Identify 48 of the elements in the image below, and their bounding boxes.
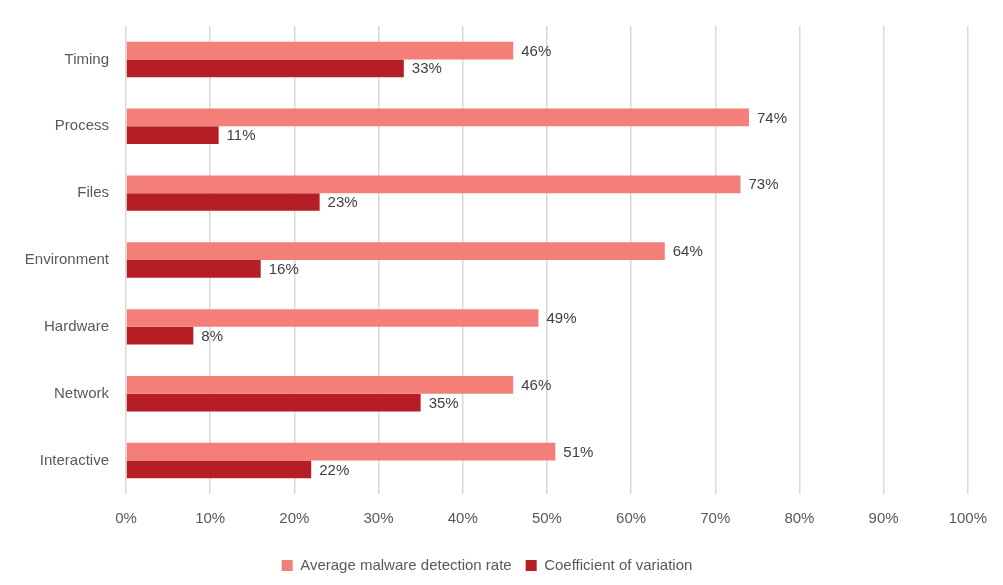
bar xyxy=(126,242,665,260)
bar xyxy=(126,126,219,144)
bar xyxy=(126,260,261,278)
bar xyxy=(126,108,749,127)
x-tick-label: 70% xyxy=(700,509,731,527)
data-label: 64% xyxy=(672,242,703,260)
data-label: 46% xyxy=(521,41,552,59)
x-tick-label: 80% xyxy=(784,509,815,527)
legend-label: Average malware detection rate xyxy=(300,555,512,573)
y-tick-label: Files xyxy=(77,183,109,201)
x-tick-label: 90% xyxy=(868,509,899,527)
y-tick-label: Environment xyxy=(24,250,110,268)
y-tick-label: Timing xyxy=(64,49,109,67)
data-label: 73% xyxy=(748,175,779,193)
x-tick-label: 60% xyxy=(616,509,647,527)
y-tick-label: Hardware xyxy=(43,317,109,334)
x-tick-label: 40% xyxy=(447,509,478,527)
x-tick-label: 20% xyxy=(279,509,310,527)
bar xyxy=(126,393,421,412)
data-label: 35% xyxy=(428,393,459,411)
bar xyxy=(126,442,556,461)
data-label: 49% xyxy=(546,309,577,327)
bar xyxy=(126,376,514,394)
x-tick-label: 0% xyxy=(115,509,137,527)
bar xyxy=(126,59,404,78)
x-tick-label: 30% xyxy=(363,509,394,527)
bar xyxy=(126,309,539,327)
data-label: 22% xyxy=(319,460,350,478)
data-label: 11% xyxy=(226,126,256,144)
y-tick-label: Interactive xyxy=(39,450,109,468)
data-label: 16% xyxy=(268,260,299,277)
data-label: 8% xyxy=(201,326,224,344)
x-tick-label: 50% xyxy=(531,509,562,527)
bar xyxy=(126,175,741,194)
data-label: 46% xyxy=(521,376,552,393)
data-label: 74% xyxy=(756,108,787,126)
y-tick-label: Process xyxy=(54,116,109,134)
y-tick-label: Network xyxy=(53,383,110,401)
bar xyxy=(126,193,320,211)
bar xyxy=(126,460,312,479)
data-label: 23% xyxy=(327,193,358,211)
x-tick-label: 10% xyxy=(195,509,226,527)
data-label: 33% xyxy=(411,59,442,77)
x-tick-label: 100% xyxy=(948,509,988,527)
bar xyxy=(126,326,194,345)
bar xyxy=(126,41,514,60)
legend-label: Coefficient of variation xyxy=(544,555,693,573)
data-label: 51% xyxy=(563,442,594,460)
